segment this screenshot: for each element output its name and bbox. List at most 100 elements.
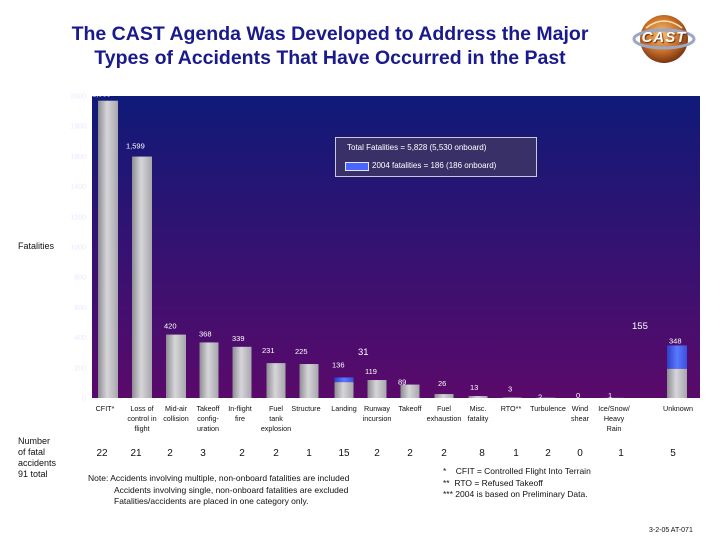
category-label: RTO** <box>501 404 522 413</box>
category-label: Heavy <box>604 414 625 423</box>
y-tick-label: 1800 <box>70 124 86 131</box>
bar <box>132 156 152 398</box>
legend: Total Fatalities = 5,828 (5,530 onboard)… <box>335 137 537 177</box>
accident-counts: 22 21 2 3 2 2 1 15 2 2 2 8 1 2 0 1 5 <box>96 448 676 459</box>
bar-2004-value-label: 31 <box>358 347 369 358</box>
category-label: CFIT* <box>96 404 115 413</box>
legend-2004: 2004 fatalities = 186 (186 onboard) <box>372 161 497 170</box>
bar-value-label: 368 <box>199 329 212 338</box>
y-tick-label: 200 <box>74 365 86 372</box>
category-label: uration <box>197 424 219 433</box>
accident-count: 0 <box>577 448 583 459</box>
category-label: fire <box>235 414 245 423</box>
category-label: Fuel <box>269 404 283 413</box>
category-label: control in <box>127 414 156 423</box>
category-label: Loss of <box>130 404 153 413</box>
bar <box>400 384 420 398</box>
bar-value-label: 339 <box>232 334 245 343</box>
accident-count: 2 <box>407 448 413 459</box>
legend-total: Total Fatalities = 5,828 (5,530 onboard) <box>347 143 487 152</box>
category-label: exhaustion <box>427 414 462 423</box>
accident-count: 1 <box>513 448 519 459</box>
category-label: incursion <box>363 414 392 423</box>
category-label: config- <box>197 414 219 423</box>
bar-value-label: 1 <box>608 391 612 400</box>
accident-count: 2 <box>167 448 173 459</box>
row-label-line-1: Number <box>18 436 51 446</box>
y-tick-label: 1200 <box>70 214 86 221</box>
bar <box>166 334 186 398</box>
row-label-line-4: 91 total <box>18 469 48 479</box>
accident-count-row-label: Number of fatal accidents 91 total <box>18 436 56 480</box>
legend-2004-swatch <box>345 162 369 171</box>
category-label: fatality <box>468 414 489 423</box>
category-label: shear <box>571 414 590 423</box>
accident-count: 3 <box>200 448 206 459</box>
footnote-rto: ** RTO = Refused Takeoff <box>443 477 543 488</box>
note-line-2: Accidents involving single, non-onboard … <box>114 484 349 495</box>
row-label-line-2: of fatal <box>18 447 46 457</box>
bar <box>334 382 354 398</box>
category-label: In-flight <box>228 404 252 413</box>
y-axis-title: Fatalities <box>18 241 55 251</box>
bar <box>434 394 454 398</box>
category-label: explosion <box>261 424 291 433</box>
y-tick-label: 600 <box>74 305 86 312</box>
y-tick-label: 1600 <box>70 154 86 161</box>
accident-count: 8 <box>479 448 485 459</box>
bar-value-label: 3 <box>508 385 512 394</box>
note-line-1: Note: Accidents involving multiple, non-… <box>88 473 350 483</box>
slide-title-line-1: The CAST Agenda Was Developed to Address… <box>71 23 589 45</box>
accident-count: 15 <box>338 448 350 459</box>
bar <box>299 364 319 398</box>
category-label: Takeoff <box>398 404 421 413</box>
accident-count: 2 <box>545 448 551 459</box>
accident-count: 1 <box>306 448 312 459</box>
bar <box>667 368 687 398</box>
accident-count: 2 <box>273 448 279 459</box>
y-tick-label: 400 <box>74 335 86 342</box>
footnotes: * CFIT = Controlled Flight Into Terrain … <box>443 466 591 501</box>
category-label: flight <box>134 424 149 433</box>
bar-value-label: 26 <box>438 379 446 388</box>
y-axis: 0 200 400 600 800 1000 1200 1400 1600 1800 2000 <box>70 94 86 403</box>
accident-count: 22 <box>96 448 108 459</box>
slide-title: The CAST Agenda Was Developed to Address… <box>20 22 640 70</box>
footnote-preliminary: *** 2004 is based on Preliminary Data. <box>443 489 588 499</box>
bar <box>367 380 387 398</box>
accident-count: 21 <box>130 448 142 459</box>
category-label: tank <box>269 414 283 423</box>
bar-value-label: 2 <box>538 393 542 402</box>
bar-value-label: 13 <box>470 383 478 392</box>
bar <box>232 346 252 398</box>
y-tick-label: 1400 <box>70 184 86 191</box>
bar-value-label: 1,969 <box>92 90 111 99</box>
note-line-3: Fatalities/accidents are placed in one c… <box>114 496 309 506</box>
category-label: Structure <box>291 404 320 413</box>
bar-value-label: 231 <box>262 346 275 355</box>
bar-value-label: 89 <box>398 378 406 387</box>
bar-2004-value-label: 155 <box>632 321 648 332</box>
category-label: Fuel <box>437 404 451 413</box>
row-label-line-3: accidents <box>18 458 57 468</box>
bar-value-label: 420 <box>164 322 177 331</box>
category-label: Rain <box>607 424 622 433</box>
cast-logo-graphic <box>632 15 696 63</box>
category-label: Wind <box>572 404 588 413</box>
cast-logo-text: CAST <box>641 29 687 46</box>
y-tick-label: 2000 <box>70 94 86 101</box>
category-label: Runway <box>364 404 390 413</box>
bar <box>98 100 118 398</box>
y-tick-label: 800 <box>74 275 86 282</box>
bar-value-label: 119 <box>365 367 377 376</box>
bar-value-label: 136 <box>332 360 345 369</box>
bar-2004 <box>667 345 687 369</box>
category-label: Mid-air <box>165 404 188 413</box>
slide-title-line-2: Types of Accidents That Have Occurred in… <box>94 47 566 69</box>
accident-count: 2 <box>374 448 380 459</box>
accident-count: 2 <box>441 448 447 459</box>
note: Note: Accidents involving multiple, non-… <box>88 473 349 508</box>
bar-value-label: 1,599 <box>126 142 145 151</box>
